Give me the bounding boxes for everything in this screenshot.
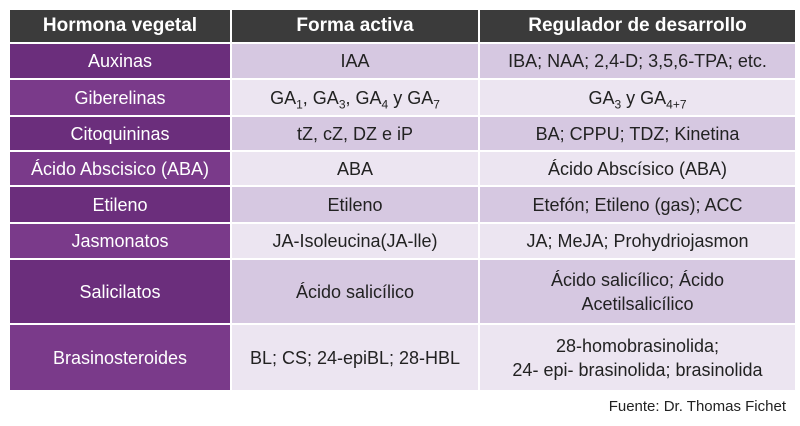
cell-line: Ácido salicílico; Ácido — [550, 269, 725, 290]
table-cell: Ácido Abscísico (ABA) — [478, 150, 797, 187]
table-cell: Citoquininas — [8, 115, 232, 152]
table-cell: Jasmonatos — [8, 222, 232, 260]
table-row: Giberelinas GA1, GA3, GA4 y GA7 GA3 y GA4+… — [8, 78, 797, 117]
cell-line: 28-homobrasinolida; — [555, 335, 720, 356]
table-row: Salicilatos Ácido salicílico Ácido salicíl… — [8, 258, 797, 325]
table-cell: JA; MeJA; Prohydriojasmon — [478, 222, 797, 260]
table-row: Auxinas IAA IBA; NAA; 2,4-D; 3,5,6-TPA; et… — [8, 42, 797, 80]
cell-line: Acetilsalicílico — [581, 293, 694, 314]
table-cell: Ácido salicílico; Ácido Acetilsalicílico — [478, 258, 797, 325]
subscript: 1 — [296, 97, 303, 112]
header-cell: Hormona vegetal — [8, 8, 232, 44]
table-cell: Etileno — [8, 185, 232, 224]
subscript: 3 — [614, 97, 622, 112]
table-cell: Etileno — [230, 185, 480, 224]
table-cell: IAA — [230, 42, 480, 80]
table-cell: GA1, GA3, GA4 y GA7 — [230, 78, 480, 117]
table-cell: Ácido salicílico — [230, 258, 480, 325]
subscript: 7 — [433, 97, 440, 112]
table-row: Jasmonatos JA-Isoleucina(JA-lle) JA; MeJA;… — [8, 222, 797, 260]
text-segment: y GA — [621, 87, 667, 108]
table-row: Etileno Etileno Etefón; Etileno (gas); ACC — [8, 185, 797, 224]
table: Hormona vegetal Forma activa Regulador d… — [8, 8, 797, 392]
text-segment: GA — [588, 87, 615, 108]
text-segment: GA — [270, 87, 297, 108]
table-cell: Salicilatos — [8, 258, 232, 325]
table-cell: Giberelinas — [8, 78, 232, 117]
header-cell: Forma activa — [230, 8, 480, 44]
subscript: 3 — [338, 97, 346, 112]
text-segment: , GA — [302, 87, 339, 108]
table-wrap: Hormona vegetal Forma activa Regulador d… — [8, 8, 797, 392]
table-cell: IBA; NAA; 2,4-D; 3,5,6-TPA; etc. — [478, 42, 797, 80]
source: Fuente: Dr. Thomas Fichet — [608, 398, 786, 415]
cell-line: 24- epi- brasinolida; brasinolida — [512, 359, 763, 380]
header-cell: Regulador de desarrollo — [478, 8, 797, 44]
table-cell: GA3 y GA4+7 — [478, 78, 797, 117]
table-cell: BL; CS; 24-epiBL; 28-HBL — [230, 323, 480, 392]
table-cell: BA; CPPU; TDZ; Kinetina — [478, 115, 797, 152]
table-cell: JA-Isoleucina(JA-lle) — [230, 222, 480, 260]
table-row: Citoquininas tZ, cZ, DZ e iP BA; CPPU; TDZ… — [8, 115, 797, 152]
table-row: Brasinosteroides BL; CS; 24-epiBL; 28-HBL… — [8, 323, 797, 392]
table-cell: Ácido Abscisico (ABA) — [8, 150, 232, 187]
subscript: 4+7 — [666, 97, 687, 112]
table-row: Ácido Abscisico (ABA) ABA Ácido Abscísico … — [8, 150, 797, 187]
header-row: Hormona vegetal Forma activa Regulador d… — [8, 8, 797, 44]
table-cell: 28-homobrasinolida; 24- epi- brasinolida;… — [478, 323, 797, 392]
table-cell: ABA — [230, 150, 480, 187]
text-segment: , GA — [345, 87, 382, 108]
table-cell: tZ, cZ, DZ e iP — [230, 115, 480, 152]
table-cell: Etefón; Etileno (gas); ACC — [478, 185, 797, 224]
text-segment: y GA — [388, 87, 434, 108]
table-cell: Brasinosteroides — [8, 323, 232, 392]
table-cell: Auxinas — [8, 42, 232, 80]
subscript: 4 — [381, 97, 389, 112]
